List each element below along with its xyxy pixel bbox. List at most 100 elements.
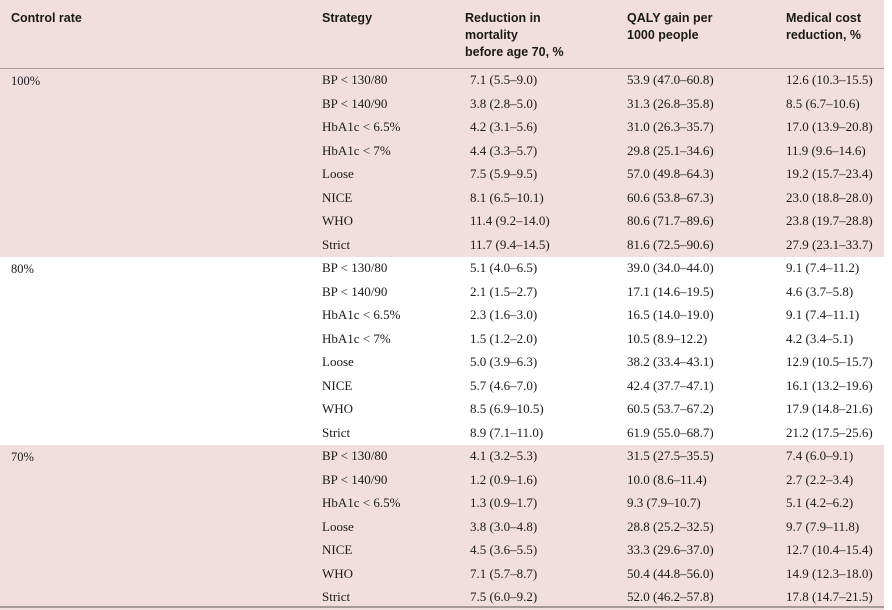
strategy-cell: WHO [322,565,354,581]
mortality-cell: 11.4 (9.2–14.0) [470,213,550,228]
qaly-cell: 17.1 (14.6–19.5) [627,283,714,299]
cost-cell: 4.6 (3.7–5.8) [786,283,854,299]
cost-cell: 12.7 (10.4–15.4) [786,542,873,557]
qaly-cell: 39.0 (34.0–44.0) [627,260,714,275]
mortality-cell: 7.1 (5.5–9.0) [470,72,538,87]
qaly-cell: 16.5 (14.0–19.0) [627,307,714,322]
qaly-cell: 9.3 (7.9–10.7) [627,495,701,510]
mortality-cell: 2.3 (1.6–3.0) [470,307,538,322]
mortality-cell: 4.5 (3.6–5.5) [470,542,538,557]
header-qaly-line: 1000 people [627,28,699,42]
table-row: NICE 8.1 (6.5–10.1) 60.6 (53.8–67.3) 23.0 (… [0,187,884,211]
mortality-cell: 7.5 (6.0–9.2) [470,589,538,604]
strategy-cell: HbA1c < 7% [322,330,391,346]
table-row: NICE 4.5 (3.6–5.5) 33.3 (29.6–37.0) 12.7 (1… [0,539,884,563]
cost-cell: 9.7 (7.9–11.8) [786,518,860,534]
header-strategy: Strategy [322,11,373,25]
header-mortality-line: mortality [465,28,518,42]
mortality-cell: 2.1 (1.5–2.7) [470,283,538,299]
qaly-cell: 80.6 (71.7–89.6) [627,213,714,228]
mortality-cell: 3.8 (3.0–4.8) [470,518,538,534]
control-rate-label: 70% [11,450,34,464]
header-qaly-line: QALY gain per [627,11,713,25]
table-row: NICE 5.7 (4.6–7.0) 42.4 (37.7–47.1) 16.1 (1… [0,375,884,399]
cost-cell: 14.9 (12.3–18.0) [786,565,873,581]
mortality-cell: 5.1 (4.0–6.5) [470,260,538,275]
cost-cell: 9.1 (7.4–11.1) [786,307,860,322]
cost-cell: 17.8 (14.7–21.5) [786,589,873,604]
table-row: HbA1c < 6.5% 1.3 (0.9–1.7) 9.3 (7.9–10.7) 5… [0,492,884,516]
table-row: Strict 11.7 (9.4–14.5) 81.6 (72.5–90.6) 27.… [0,234,884,258]
table-row: HbA1c < 6.5% 2.3 (1.6–3.0) 16.5 (14.0–19.0… [0,304,884,328]
table-row: BP < 130/80 4.1 (3.2–5.3) 31.5 (27.5–35.5)… [0,445,884,469]
cost-cell: 23.8 (19.7–28.8) [786,213,873,228]
qaly-cell: 52.0 (46.2–57.8) [627,589,714,604]
strategy-cell: Strict [322,236,351,252]
qaly-cell: 31.5 (27.5–35.5) [627,448,714,463]
qaly-cell: 29.8 (25.1–34.6) [627,142,714,158]
qaly-cell: 31.3 (26.8–35.8) [627,95,714,111]
mortality-cell: 7.5 (5.9–9.5) [470,166,538,181]
mortality-cell: 4.4 (3.3–5.7) [470,142,538,158]
cost-cell: 7.4 (6.0–9.1) [786,448,854,463]
mortality-cell: 5.7 (4.6–7.0) [470,377,538,393]
strategy-cell: BP < 130/80 [322,448,388,463]
qaly-cell: 50.4 (44.8–56.0) [627,565,714,581]
qaly-cell: 38.2 (33.4–43.1) [627,354,714,369]
strategy-cell: WHO [322,213,354,228]
strategy-cell: Loose [322,518,354,534]
cost-cell: 12.6 (10.3–15.5) [786,72,873,87]
mortality-cell: 4.1 (3.2–5.3) [470,448,538,463]
qaly-cell: 10.0 (8.6–11.4) [627,471,707,487]
qaly-cell: 28.8 (25.2–32.5) [627,518,714,534]
qaly-cell: 81.6 (72.5–90.6) [627,236,714,252]
qaly-cell: 42.4 (37.7–47.1) [627,377,714,393]
qaly-cell: 60.5 (53.7–67.2) [627,401,714,416]
strategy-cell: BP < 130/80 [322,72,388,87]
qaly-cell: 33.3 (29.6–37.0) [627,542,714,557]
mortality-cell: 8.9 (7.1–11.0) [470,424,544,440]
cost-cell: 8.5 (6.7–10.6) [786,95,860,111]
header-cost-line: reduction, % [786,28,862,42]
strategy-cell: BP < 130/80 [322,260,388,275]
qaly-cell: 53.9 (47.0–60.8) [627,72,714,87]
table-row: Loose 7.5 (5.9–9.5) 57.0 (49.8–64.3) 19.2 (… [0,163,884,187]
strategy-cell: HbA1c < 6.5% [322,307,401,322]
strategy-cell: BP < 140/90 [322,283,388,299]
table-row: BP < 140/90 2.1 (1.5–2.7) 17.1 (14.6–19.5)… [0,281,884,305]
cost-cell: 2.7 (2.2–3.4) [786,471,854,487]
table-row: BP < 130/80 7.1 (5.5–9.0) 53.9 (47.0–60.8)… [0,69,884,93]
mortality-cell: 3.8 (2.8–5.0) [470,95,538,111]
strategy-cell: HbA1c < 7% [322,142,391,158]
table-row: WHO 7.1 (5.7–8.7) 50.4 (44.8–56.0) 14.9 (12… [0,563,884,587]
strategy-cell: Loose [322,354,354,369]
strategy-cell: NICE [322,377,353,393]
qaly-cell: 31.0 (26.3–35.7) [627,119,714,134]
strategy-cell: Strict [322,424,351,440]
cost-cell: 9.1 (7.4–11.2) [786,260,860,275]
strategy-cell: HbA1c < 6.5% [322,495,401,510]
cost-cell: 27.9 (23.1–33.7) [786,236,873,252]
control-rate-label: 80% [11,262,34,276]
table-row: Loose 3.8 (3.0–4.8) 28.8 (25.2–32.5) 9.7 (7… [0,516,884,540]
header-mortality-line: Reduction in [465,11,541,25]
table-row: WHO 11.4 (9.2–14.0) 80.6 (71.7–89.6) 23.8 (… [0,210,884,234]
table-row: BP < 130/80 5.1 (4.0–6.5) 39.0 (34.0–44.0)… [0,257,884,281]
table-row: Loose 5.0 (3.9–6.3) 38.2 (33.4–43.1) 12.9 (… [0,351,884,375]
mortality-cell: 4.2 (3.1–5.6) [470,119,538,134]
table-row: Strict 8.9 (7.1–11.0) 61.9 (55.0–68.7) 21.2… [0,422,884,446]
strategy-cell: Strict [322,589,351,604]
header-control-rate: Control rate [11,11,82,25]
header-mortality-line: before age 70, % [465,45,564,59]
strategy-cell: NICE [322,189,353,205]
cost-cell: 17.0 (13.9–20.8) [786,119,873,134]
header-mortality: Reduction in mortality before age 70, % [465,10,564,61]
cost-cell: 19.2 (15.7–23.4) [786,166,873,181]
cost-cell: 12.9 (10.5–15.7) [786,354,873,369]
strategy-cell: BP < 140/90 [322,95,388,111]
cost-cell: 16.1 (13.2–19.6) [786,377,873,393]
qaly-cell: 61.9 (55.0–68.7) [627,424,714,440]
table-row: WHO 8.5 (6.9–10.5) 60.5 (53.7–67.2) 17.9 (1… [0,398,884,422]
table-row: BP < 140/90 1.2 (0.9–1.6) 10.0 (8.6–11.4) 2… [0,469,884,493]
row-group: 100% BP < 130/80 7.1 (5.5–9.0) 53.9 (47.0–6… [0,69,884,257]
